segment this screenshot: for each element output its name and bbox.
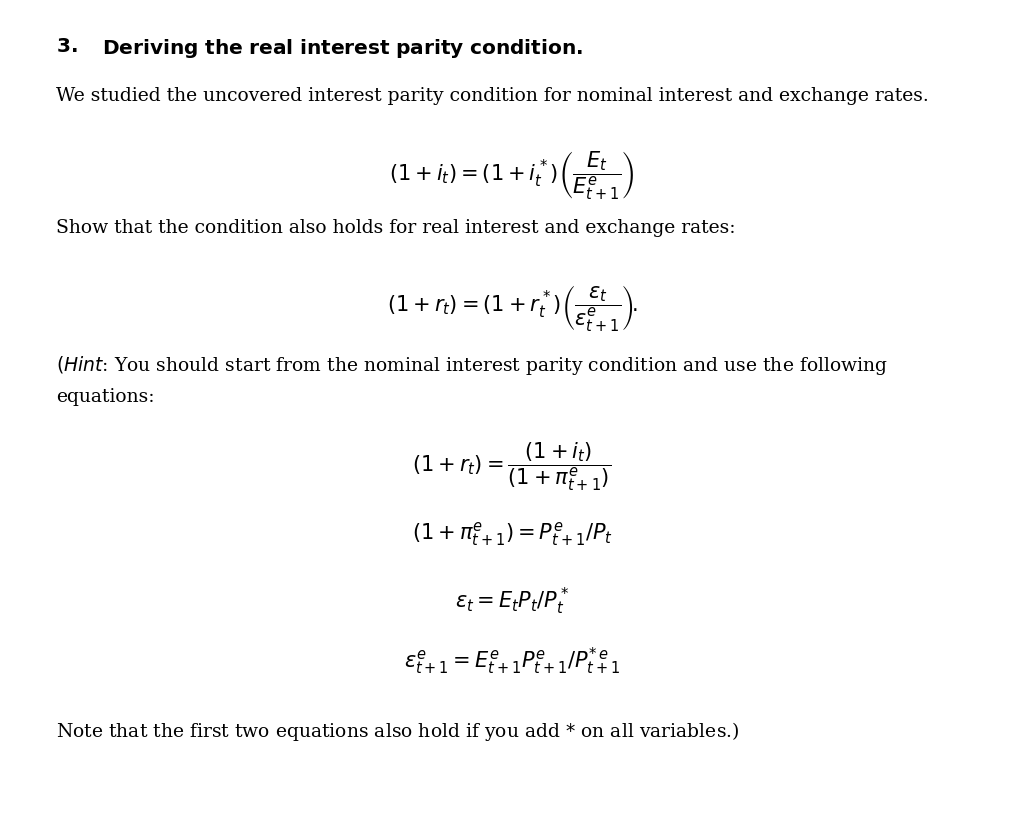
Text: $(1 + r_t) = (1 + r_t^*)\left(\dfrac{\varepsilon_t}{\varepsilon_{t+1}^e}\right)\: $(1 + r_t) = (1 + r_t^*)\left(\dfrac{\va…: [386, 283, 638, 332]
Text: $\varepsilon_{t+1}^e = E_{t+1}^e P_{t+1}^e / P_{t+1}^{*\,e}$: $\varepsilon_{t+1}^e = E_{t+1}^e P_{t+1}…: [403, 645, 621, 676]
Text: $\varepsilon_t = E_t P_t / P_t^*$: $\varepsilon_t = E_t P_t / P_t^*$: [455, 585, 569, 616]
Text: $\mathbf{3.}$: $\mathbf{3.}$: [56, 37, 78, 56]
Text: Note that the first two equations also hold if you add $*$ on all variables.): Note that the first two equations also h…: [56, 719, 739, 743]
Text: $(1 + r_t) = \dfrac{(1 + i_t)}{(1 + \pi_{t+1}^e)}$: $(1 + r_t) = \dfrac{(1 + i_t)}{(1 + \pi_…: [413, 440, 611, 493]
Text: $(1 + i_t) = (1 + i_t^*)\left(\dfrac{E_t}{E_{t+1}^e}\right)$: $(1 + i_t) = (1 + i_t^*)\left(\dfrac{E_t…: [389, 149, 635, 202]
Text: We studied the uncovered interest parity condition for nominal interest and exch: We studied the uncovered interest parity…: [56, 87, 929, 105]
Text: equations:: equations:: [56, 387, 155, 405]
Text: $(\mathit{Hint}$: You should start from the nominal interest parity condition an: $(\mathit{Hint}$: You should start from …: [56, 354, 889, 377]
Text: $(1 + \pi_{t+1}^e) = P_{t+1}^e/P_t$: $(1 + \pi_{t+1}^e) = P_{t+1}^e/P_t$: [412, 519, 612, 547]
Text: Show that the condition also holds for real interest and exchange rates:: Show that the condition also holds for r…: [56, 219, 736, 237]
Text: $\mathbf{Deriving\ the\ real\ interest\ parity\ condition.}$: $\mathbf{Deriving\ the\ real\ interest\ …: [102, 37, 584, 60]
